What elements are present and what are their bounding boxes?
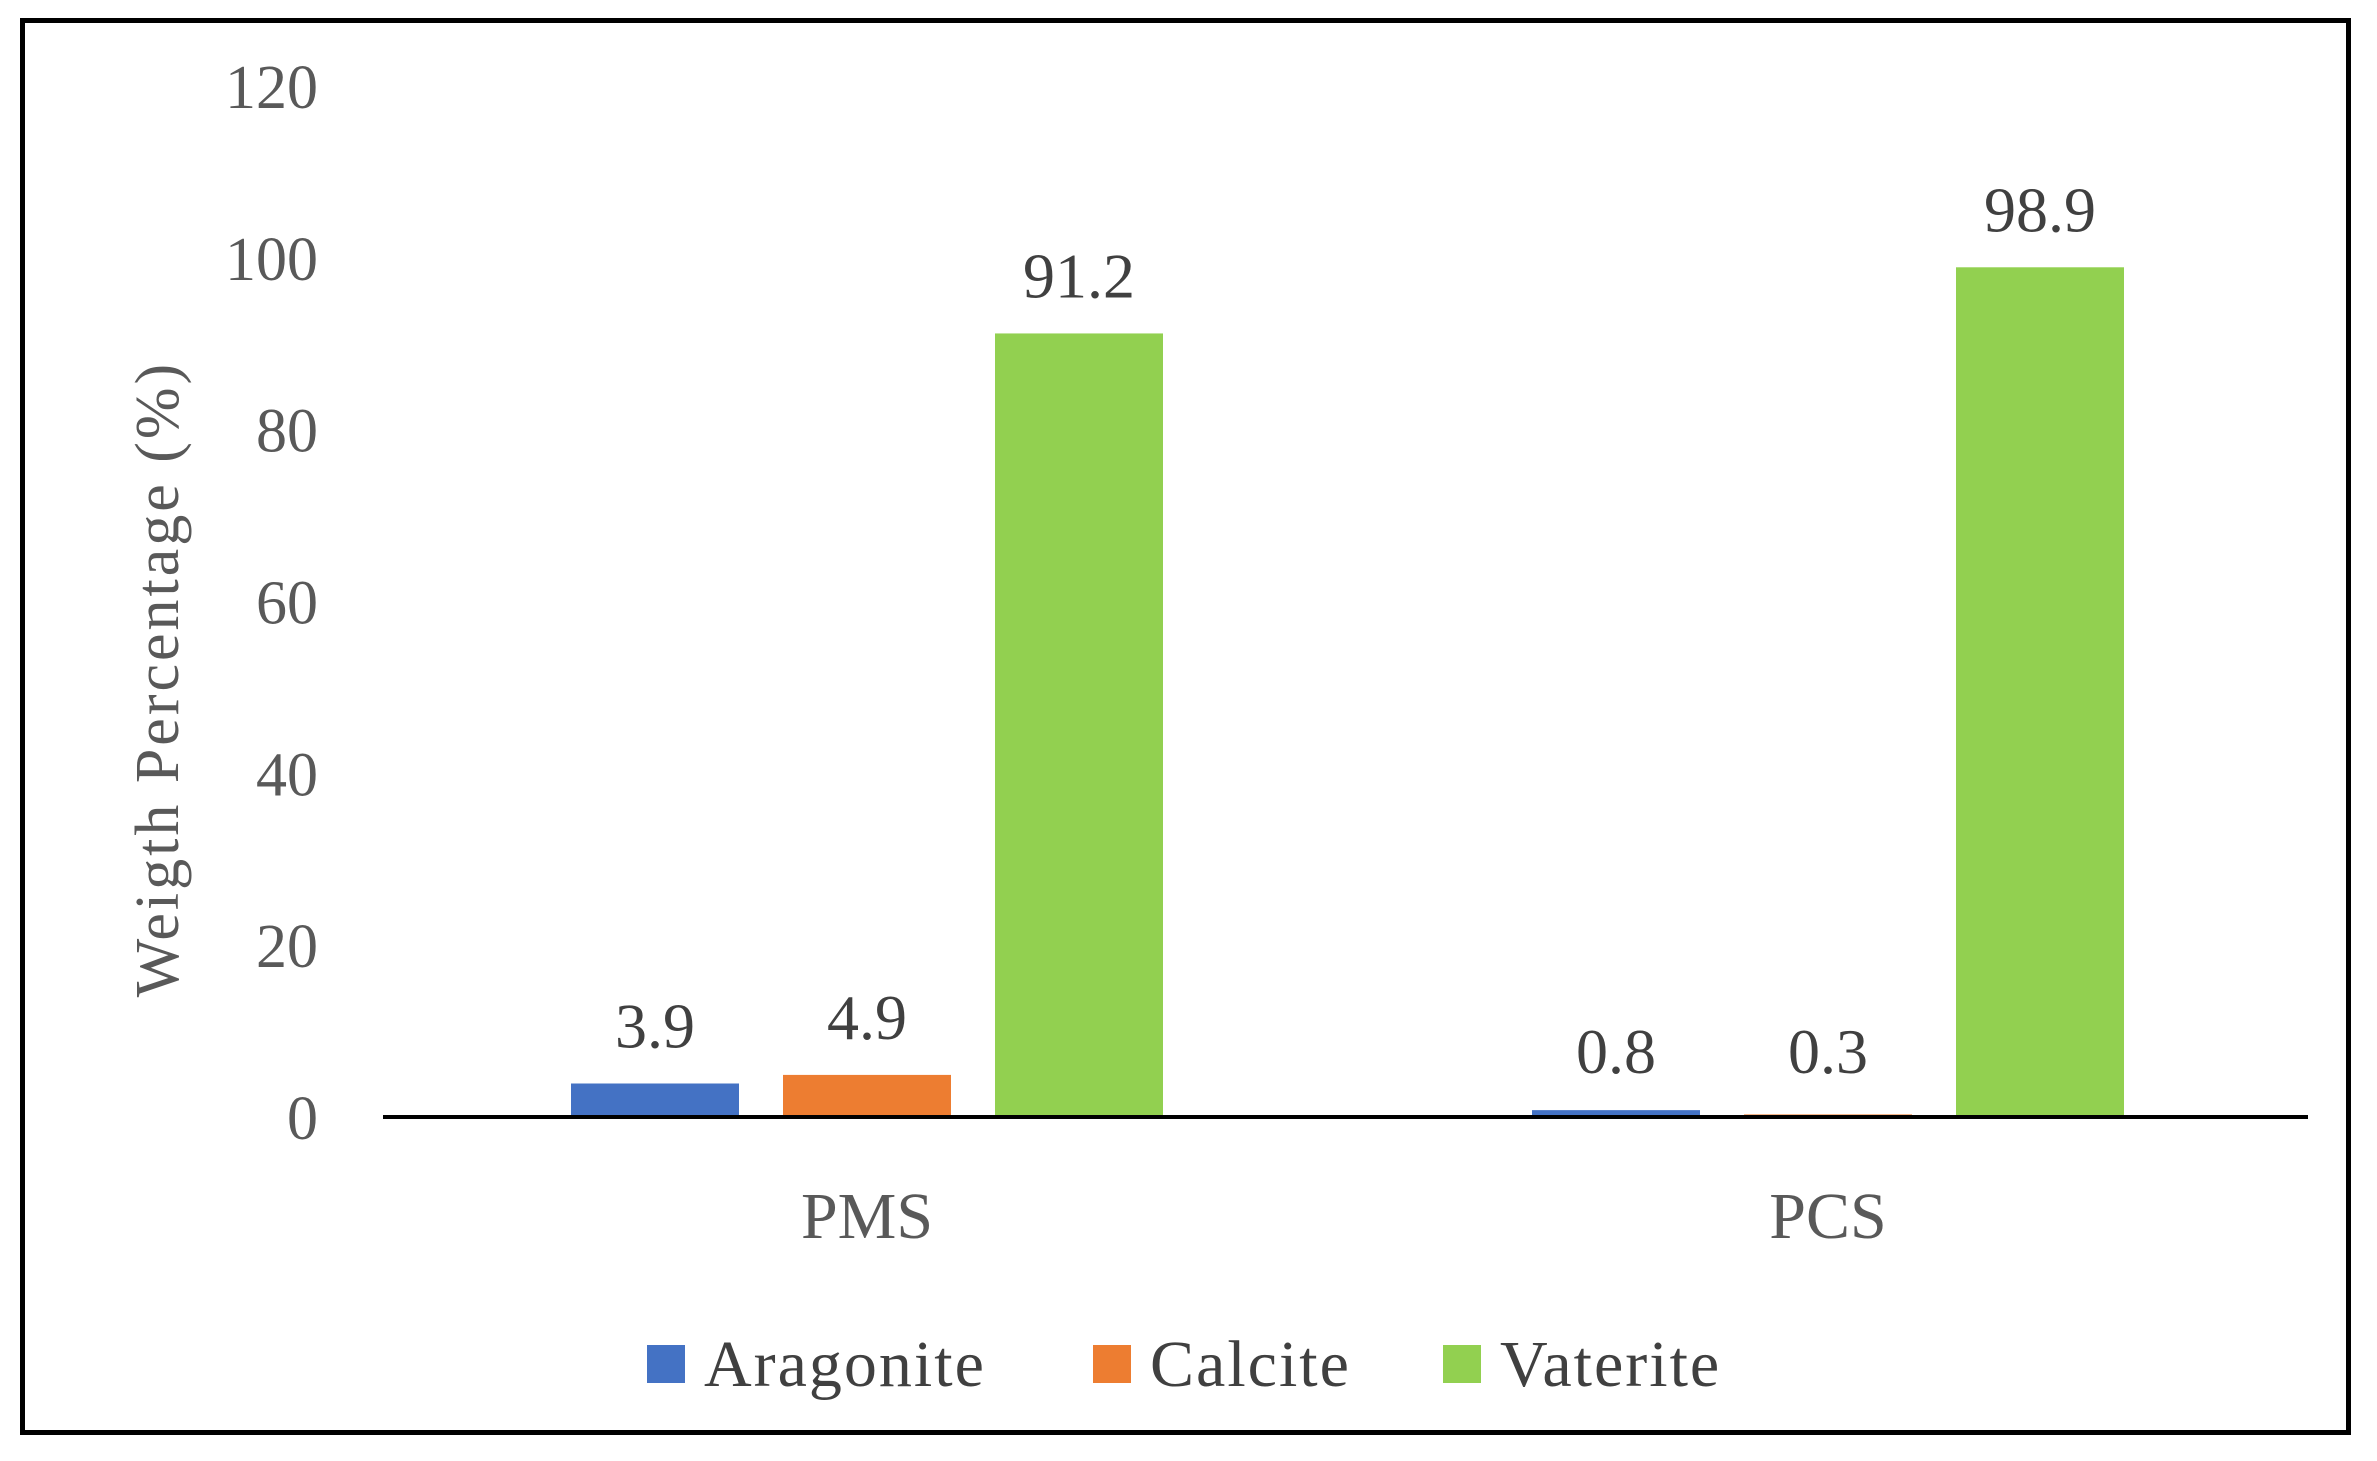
- y-axis-ticks: 0 20 40 60 80 100 120: [225, 54, 318, 1153]
- y-tick-label-0: 0: [287, 1085, 318, 1153]
- category-label-group: PMS PCS: [801, 1180, 1887, 1253]
- bar-pms-aragonite: [571, 1083, 739, 1117]
- legend-swatch-vaterite: [1443, 1345, 1481, 1383]
- legend-label-calcite: Calcite: [1150, 1328, 1351, 1401]
- y-tick-label-80: 80: [256, 398, 318, 466]
- y-tick-label-20: 20: [256, 913, 318, 981]
- y-tick-label-120: 120: [225, 54, 318, 122]
- y-tick-label-60: 60: [256, 570, 318, 638]
- legend-label-aragonite: Aragonite: [704, 1328, 986, 1401]
- legend: Aragonite Calcite Vaterite: [647, 1328, 1721, 1401]
- bar-pms-vaterite: [995, 333, 1163, 1117]
- data-label-pcs-aragonite: 0.8: [1576, 1016, 1656, 1087]
- data-label-pms-aragonite: 3.9: [615, 990, 695, 1061]
- data-label-pcs-calcite: 0.3: [1788, 1016, 1868, 1087]
- data-label-pms-vaterite: 91.2: [1023, 240, 1135, 311]
- y-tick-label-100: 100: [225, 226, 318, 294]
- bar-group: [571, 267, 2124, 1117]
- data-label-pms-calcite: 4.9: [827, 982, 907, 1053]
- data-label-group: 3.9 4.9 91.2 0.8 0.3 98.9: [615, 174, 2096, 1087]
- y-tick-label-40: 40: [256, 741, 318, 809]
- legend-label-vaterite: Vaterite: [1500, 1328, 1721, 1401]
- legend-swatch-aragonite: [647, 1345, 685, 1383]
- category-label-pcs: PCS: [1769, 1180, 1886, 1253]
- legend-swatch-calcite: [1093, 1345, 1131, 1383]
- category-label-pms: PMS: [801, 1180, 933, 1253]
- bar-pms-calcite: [783, 1074, 951, 1117]
- y-axis-title: Weigth Percentage (%): [124, 361, 192, 997]
- bar-pcs-aragonite: [1532, 1110, 1700, 1117]
- bar-pcs-vaterite: [1956, 267, 2124, 1117]
- data-label-pcs-vaterite: 98.9: [1984, 174, 2096, 245]
